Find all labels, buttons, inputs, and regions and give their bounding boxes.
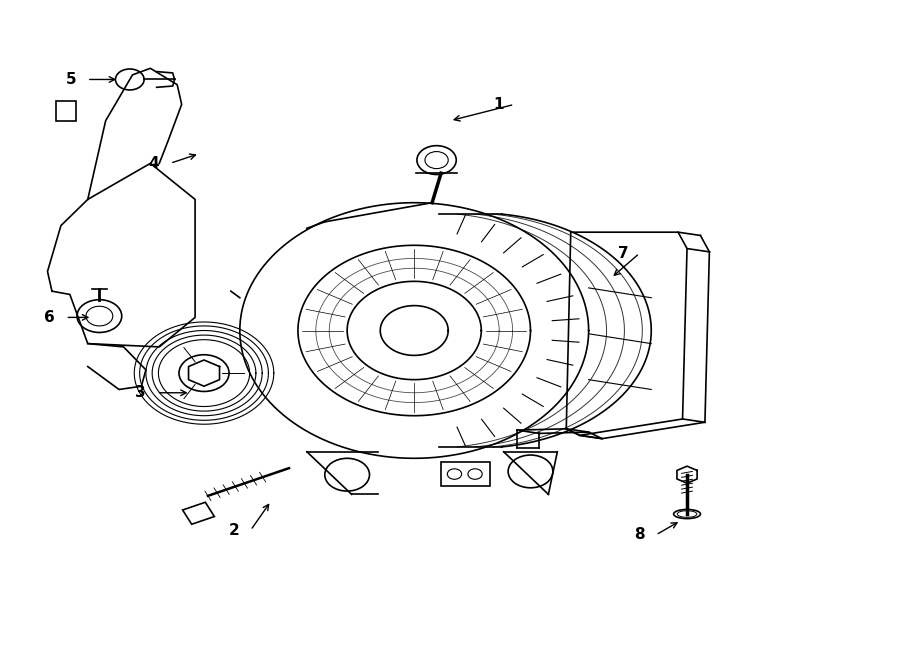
- Text: 3: 3: [135, 385, 146, 401]
- Bar: [441, 461, 491, 486]
- Text: 8: 8: [634, 527, 645, 543]
- Text: 6: 6: [44, 310, 55, 325]
- Text: 5: 5: [66, 72, 77, 87]
- Text: 7: 7: [618, 246, 629, 260]
- Text: 1: 1: [493, 97, 504, 112]
- Bar: [183, 502, 214, 524]
- Bar: [57, 101, 76, 121]
- Text: 2: 2: [230, 523, 239, 538]
- Text: 4: 4: [148, 156, 159, 171]
